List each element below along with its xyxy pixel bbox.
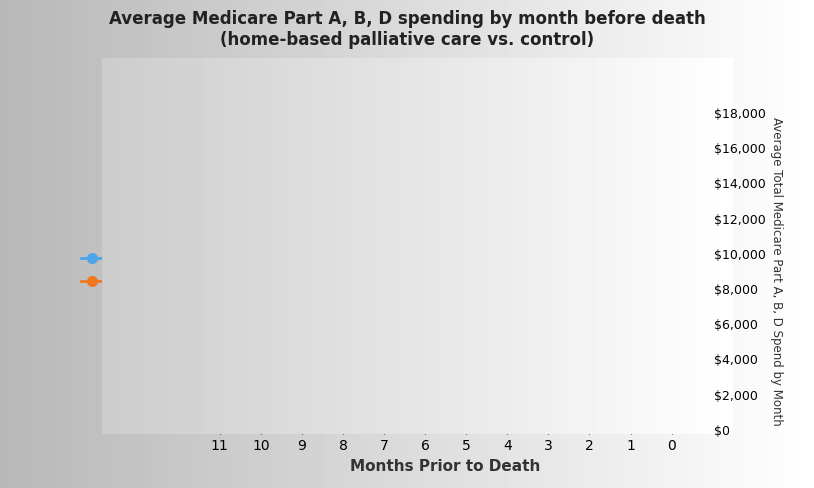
Usual Care	[338, 379, 348, 385]
Usual Care	[379, 371, 389, 377]
Usual Care	[462, 368, 471, 374]
Usual Care	[667, 154, 676, 160]
Usual Care	[256, 375, 265, 381]
Text: Mean Home
Based
Palliative Care
LOS: 109 days: Mean Home Based Palliative Care LOS: 109…	[542, 157, 637, 215]
Legend: Usual Care, HBPC: Usual Care, HBPC	[81, 252, 193, 289]
Usual Care	[297, 378, 307, 384]
Usual Care	[215, 379, 225, 385]
HBPC	[667, 271, 676, 277]
HBPC	[338, 377, 348, 383]
HBPC	[297, 380, 307, 386]
Usual Care	[626, 233, 636, 239]
HBPC	[584, 329, 594, 335]
X-axis label: Months Prior to Death: Months Prior to Death	[351, 458, 540, 473]
HBPC	[215, 400, 225, 406]
HBPC	[626, 308, 636, 314]
Usual Care	[544, 344, 554, 349]
Usual Care	[502, 365, 512, 370]
HBPC	[256, 387, 265, 393]
Text: Average Medicare Part A, B, D spending by month before death
(home-based palliat: Average Medicare Part A, B, D spending b…	[108, 10, 706, 48]
HBPC	[462, 352, 471, 358]
HBPC	[502, 347, 512, 353]
Y-axis label: Average Total Medicare Part A, B, D Spend by Month: Average Total Medicare Part A, B, D Spen…	[770, 117, 783, 425]
Line: HBPC: HBPC	[215, 269, 676, 407]
HBPC	[379, 363, 389, 368]
HBPC	[420, 347, 430, 353]
Usual Care	[584, 308, 594, 314]
Usual Care	[420, 368, 430, 374]
HBPC	[544, 359, 554, 365]
Line: Usual Care: Usual Care	[215, 152, 676, 386]
